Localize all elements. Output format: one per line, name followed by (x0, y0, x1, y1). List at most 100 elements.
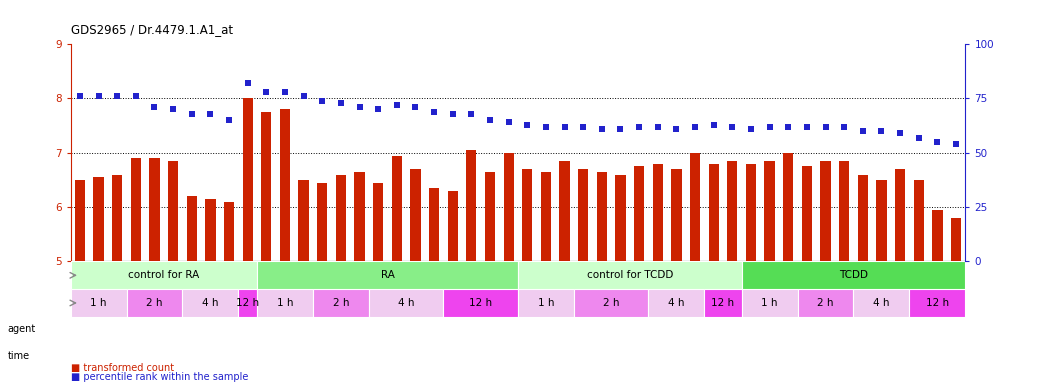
Bar (797, 289, 853, 317)
Bar (518, 262, 741, 289)
Point (184, 111, 200, 117)
Point (910, 134, 927, 141)
Text: 4 h: 4 h (398, 298, 414, 308)
Bar (443, 289, 518, 317)
Point (165, 106, 182, 113)
Bar (317, 183, 327, 262)
Point (742, 126, 759, 132)
Point (575, 124, 592, 130)
Bar (257, 289, 312, 317)
Point (668, 126, 685, 132)
Bar (485, 172, 495, 262)
Point (519, 121, 536, 127)
Bar (429, 188, 439, 262)
Point (650, 124, 666, 130)
Bar (541, 172, 551, 262)
Bar (951, 218, 961, 262)
Point (72, 93, 88, 99)
Bar (262, 112, 272, 262)
Bar (71, 289, 127, 317)
Bar (853, 289, 909, 317)
Bar (746, 164, 756, 262)
Text: 1 h: 1 h (277, 298, 293, 308)
Text: 1 h: 1 h (90, 298, 107, 308)
Bar (616, 175, 626, 262)
Point (948, 141, 964, 147)
Text: 4 h: 4 h (668, 298, 685, 308)
Bar (709, 164, 719, 262)
Bar (224, 202, 235, 262)
Text: 2 h: 2 h (817, 298, 834, 308)
Bar (634, 166, 645, 262)
Bar (243, 98, 253, 262)
Bar (391, 156, 402, 262)
Bar (895, 169, 905, 262)
Text: 12 h: 12 h (236, 298, 260, 308)
Bar (183, 289, 239, 317)
Point (612, 126, 629, 132)
Bar (597, 172, 607, 262)
Point (370, 106, 386, 113)
Bar (127, 289, 183, 317)
Point (761, 124, 777, 130)
Bar (312, 289, 368, 317)
Bar (447, 191, 458, 262)
Point (687, 124, 704, 130)
Point (538, 124, 554, 130)
Bar (168, 161, 179, 262)
Bar (820, 161, 830, 262)
Bar (705, 289, 741, 317)
Bar (876, 180, 886, 262)
Point (482, 117, 498, 123)
Bar (574, 289, 649, 317)
Text: TCDD: TCDD (839, 270, 868, 280)
Point (90, 93, 107, 99)
Text: ■ percentile rank within the sample: ■ percentile rank within the sample (71, 372, 248, 382)
Bar (335, 175, 346, 262)
Text: 1 h: 1 h (761, 298, 777, 308)
Point (725, 124, 741, 130)
Bar (649, 289, 705, 317)
Point (836, 124, 852, 130)
Point (313, 98, 330, 104)
Text: GDS2965 / Dr.4479.1.A1_at: GDS2965 / Dr.4479.1.A1_at (71, 23, 233, 36)
Text: 12 h: 12 h (711, 298, 735, 308)
Bar (741, 262, 965, 289)
Bar (559, 161, 570, 262)
Bar (257, 262, 518, 289)
Point (221, 117, 238, 123)
Point (146, 104, 163, 110)
Point (444, 111, 461, 117)
Bar (187, 196, 197, 262)
Bar (522, 169, 532, 262)
Point (202, 111, 219, 117)
Bar (741, 289, 797, 317)
Text: agent: agent (7, 324, 35, 334)
Bar (801, 166, 812, 262)
Bar (578, 169, 589, 262)
Point (798, 124, 815, 130)
Bar (839, 161, 849, 262)
Text: control for TCDD: control for TCDD (586, 270, 673, 280)
Bar (280, 109, 290, 262)
Text: 4 h: 4 h (202, 298, 219, 308)
Text: 4 h: 4 h (873, 298, 890, 308)
Point (109, 93, 126, 99)
Bar (368, 289, 443, 317)
Point (556, 124, 573, 130)
Point (594, 126, 610, 132)
Point (873, 128, 890, 134)
Bar (354, 172, 364, 262)
Text: 2 h: 2 h (146, 298, 163, 308)
Point (351, 104, 367, 110)
Bar (764, 161, 774, 262)
Bar (932, 210, 943, 262)
Text: time: time (7, 351, 29, 361)
Bar (239, 289, 257, 317)
Bar (71, 262, 257, 289)
Bar (672, 169, 682, 262)
Bar (857, 175, 868, 262)
Point (631, 124, 648, 130)
Bar (503, 153, 514, 262)
Point (295, 93, 311, 99)
